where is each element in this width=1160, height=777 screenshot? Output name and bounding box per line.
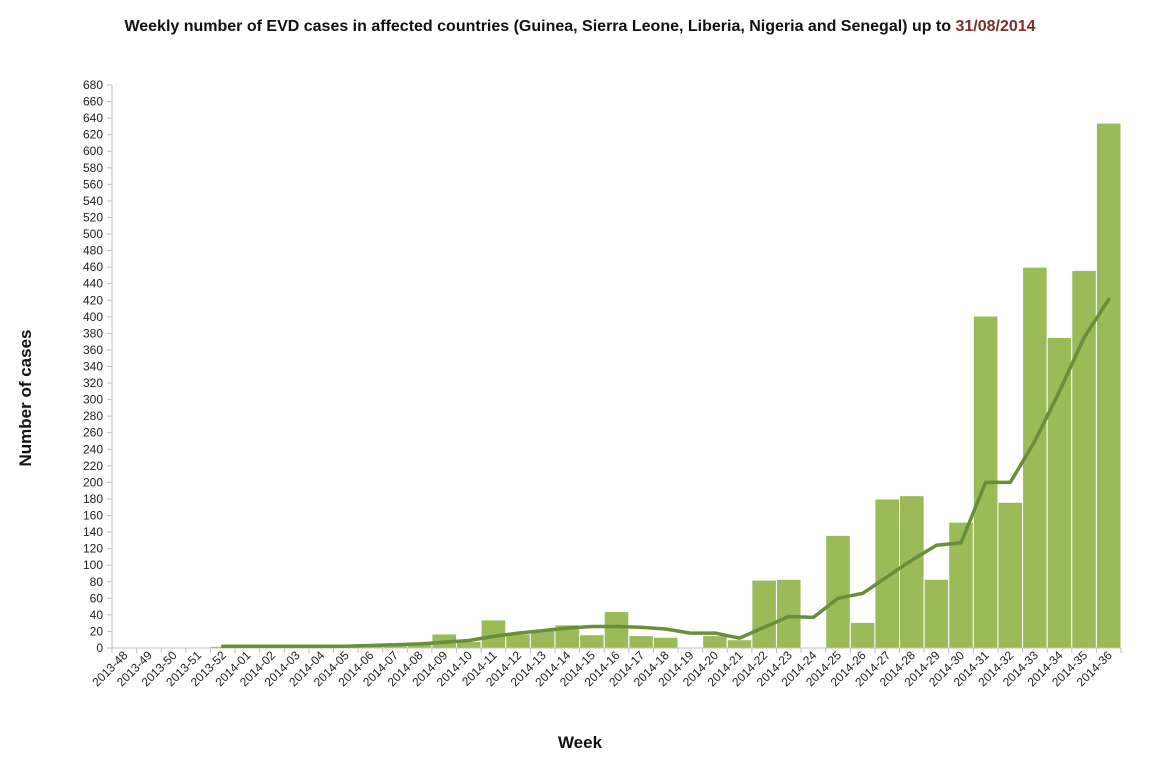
y-tick-label: 500 [83,227,103,241]
y-tick-label: 400 [83,310,103,324]
y-tick-label: 200 [83,475,103,489]
y-tick-label: 140 [83,525,103,539]
y-tick-label: 620 [83,128,103,142]
y-tick-label: 60 [90,591,104,605]
y-tick-label: 260 [83,426,103,440]
chart-title: Weekly number of EVD cases in affected c… [0,18,1160,36]
y-tick-label: 460 [83,260,103,274]
bar-2014-21 [726,639,753,649]
y-tick-label: 300 [83,393,103,407]
y-tick-label: 40 [90,608,104,622]
bar-2014-17 [628,635,654,649]
y-tick-label: 440 [83,277,103,291]
y-tick-label: 240 [83,442,103,456]
y-tick-label: 540 [83,194,103,208]
bar-2014-27 [874,498,901,649]
y-tick-label: 380 [83,326,103,340]
y-tick-label: 120 [83,542,103,556]
trend-line [220,297,1111,649]
y-tick-label: 320 [83,376,103,390]
y-tick-label: 360 [83,343,103,357]
y-tick-label: 100 [83,558,103,572]
bar-2014-28 [899,495,925,649]
y-tick-label: 600 [83,144,103,158]
bar-2014-23 [775,578,802,649]
y-tick-label: 280 [83,409,103,423]
bar-2014-26 [849,621,876,649]
bar-2014-16 [603,611,630,649]
bar-2014-25 [825,534,851,649]
y-tick-label: 0 [96,641,103,655]
y-tick-label: 480 [83,244,103,258]
bar-2014-22 [751,579,777,649]
y-tick-label: 580 [83,161,103,175]
y-tick-label: 640 [83,111,103,125]
y-tick-label: 20 [90,624,104,638]
y-tick-label: 520 [83,210,103,224]
chart-title-date: 31/08/2014 [955,18,1036,35]
bar-2014-15 [579,634,605,649]
y-tick-label: 560 [83,177,103,191]
bar-2014-18 [652,636,679,649]
y-tick-label: 180 [83,492,103,506]
y-tick-label: 220 [83,459,103,473]
y-tick-label: 340 [83,360,103,374]
bar-2014-36 [1095,122,1122,649]
y-axis-label: Number of cases [16,329,35,467]
bar-2014-35 [1071,269,1097,649]
bar-2014-29 [923,578,950,649]
chart-title-text: Weekly number of EVD cases in affected c… [124,18,952,35]
y-tick-label: 660 [83,95,103,109]
bar-2014-34 [1046,337,1073,649]
y-tick-label: 160 [83,509,103,523]
x-axis-label: Week [557,733,603,752]
bar-2014-32 [997,501,1024,649]
bar-2014-20 [702,635,728,649]
y-tick-label: 80 [90,575,104,589]
y-tick-label: 420 [83,293,103,307]
bar-2014-12 [505,633,531,649]
y-tick-label: 680 [83,78,103,92]
